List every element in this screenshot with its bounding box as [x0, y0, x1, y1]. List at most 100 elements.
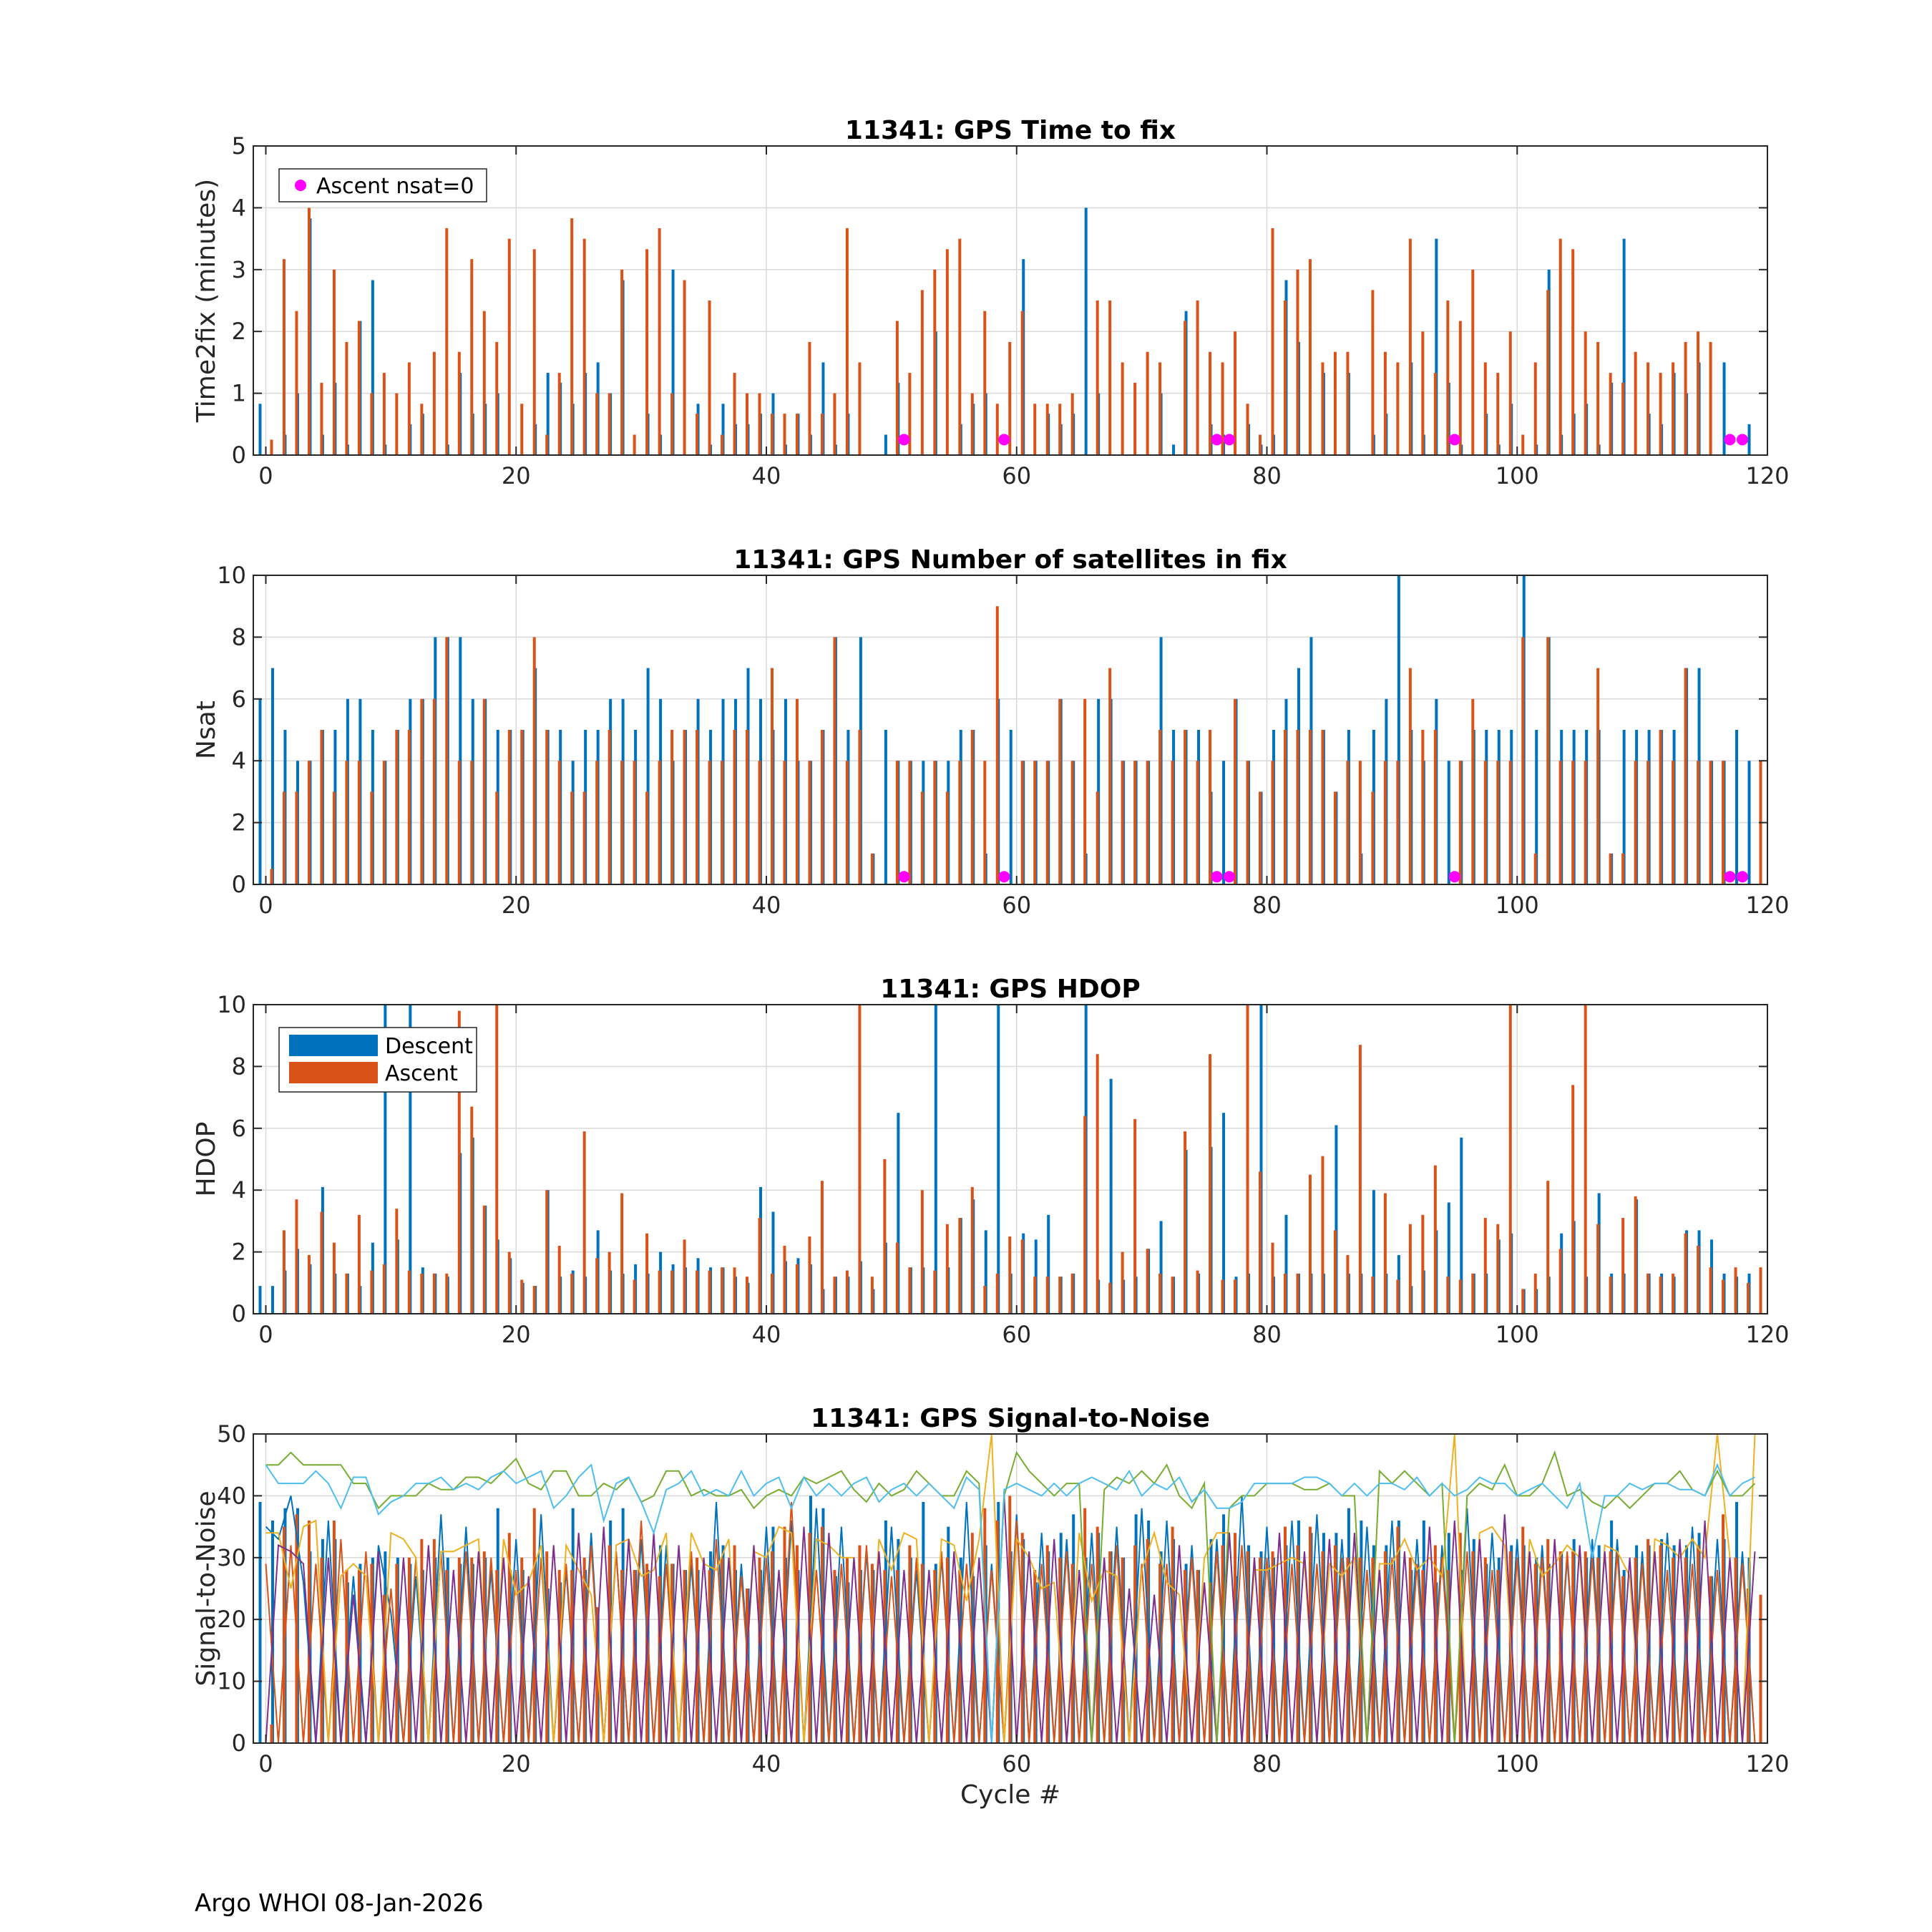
legend-label: Ascent	[385, 1061, 458, 1086]
bar-ascent	[758, 761, 761, 884]
x-tick-label: 60	[1002, 1321, 1031, 1348]
bar-ascent	[620, 1193, 624, 1314]
bar-ascent	[1747, 1282, 1750, 1314]
bar-ascent	[808, 761, 811, 884]
bar-ascent	[495, 341, 499, 455]
bar-ascent	[1371, 290, 1375, 455]
bar-ascent	[332, 791, 336, 884]
bar-ascent	[1196, 1270, 1199, 1314]
bar-ascent	[1020, 761, 1024, 884]
bar-descent	[1034, 1239, 1038, 1314]
bar-ascent	[1571, 761, 1575, 884]
bar-ascent	[1383, 761, 1387, 884]
bar-ascent	[395, 1209, 399, 1314]
x-tick-label: 60	[1002, 462, 1031, 489]
marker-ascent-nsat0	[1211, 434, 1223, 446]
bar-ascent	[783, 761, 786, 884]
x-tick-label: 100	[1496, 1750, 1539, 1777]
bar-ascent	[420, 404, 424, 455]
bar-descent	[1535, 730, 1538, 884]
bar-ascent	[1546, 1181, 1550, 1314]
axes-box	[253, 1433, 1768, 1744]
bar-ascent	[1321, 1156, 1324, 1314]
bar-ascent	[1383, 351, 1387, 455]
x-tick-label: 0	[258, 462, 273, 489]
legend: Ascent nsat=0	[278, 168, 487, 203]
bar-ascent	[420, 698, 424, 884]
bar-ascent	[908, 373, 912, 455]
bar-ascent	[1446, 1570, 1450, 1743]
bar-ascent	[1020, 1533, 1024, 1743]
bar-ascent	[595, 393, 599, 455]
y-tick-label: 3	[232, 256, 246, 283]
bar-ascent	[983, 311, 987, 455]
bar-ascent	[1209, 351, 1212, 455]
bar-ascent	[696, 414, 699, 455]
bar-ascent	[1033, 1277, 1037, 1314]
bar-ascent	[1634, 1196, 1637, 1314]
bar-ascent	[345, 1570, 348, 1743]
bar-ascent	[1759, 1267, 1762, 1314]
marker-ascent-nsat0	[1724, 871, 1736, 883]
axes-box	[253, 145, 1768, 456]
line-snr4	[265, 1496, 1756, 1744]
bar-descent	[1447, 761, 1450, 884]
bar-ascent	[1508, 761, 1512, 884]
bar-descent	[1622, 730, 1626, 884]
bar-ascent	[1246, 1551, 1249, 1743]
bar-ascent	[833, 637, 836, 884]
bar-ascent	[658, 1270, 661, 1314]
y-tick-label: 5	[232, 132, 246, 160]
bar-ascent	[457, 1010, 461, 1314]
bar-ascent	[1634, 761, 1637, 884]
bar-ascent	[1672, 1273, 1675, 1314]
bar-ascent	[570, 1273, 574, 1314]
bar-ascent	[833, 1277, 836, 1314]
legend-swatch-ascent	[289, 1062, 378, 1083]
bar-ascent	[1346, 1254, 1350, 1314]
line-snr3	[265, 1433, 1756, 1744]
bar-ascent	[721, 1267, 724, 1314]
bar-ascent	[1697, 331, 1700, 455]
bar-ascent	[1020, 311, 1024, 455]
bar-ascent	[1271, 228, 1274, 455]
bar-ascent	[1471, 698, 1475, 884]
bar-ascent	[1184, 730, 1187, 884]
bar-ascent	[1271, 761, 1274, 884]
bar-ascent	[970, 1186, 974, 1314]
bar-ascent	[445, 637, 449, 884]
bar-ascent	[1571, 1085, 1575, 1314]
bar-ascent	[995, 606, 999, 884]
bar-descent	[1222, 761, 1226, 884]
bar-ascent	[445, 1273, 449, 1314]
bar-descent	[1109, 1078, 1113, 1314]
bar-ascent	[1621, 1218, 1625, 1314]
bar-descent	[646, 668, 650, 884]
bar-ascent	[708, 761, 711, 884]
bar-ascent	[1045, 1277, 1049, 1314]
bar-ascent	[746, 1277, 749, 1314]
bar-ascent	[945, 1224, 949, 1314]
bar-ascent	[933, 269, 937, 455]
x-tick-label: 120	[1745, 1321, 1789, 1348]
bar-ascent	[1033, 404, 1037, 455]
bar-ascent	[670, 1270, 674, 1314]
bar-ascent	[407, 1270, 411, 1314]
x-tick-label: 20	[502, 1750, 531, 1777]
bar-ascent	[582, 238, 586, 455]
x-tick-label: 20	[502, 892, 531, 919]
marker-ascent-nsat0	[1737, 871, 1749, 883]
x-tick-label: 40	[752, 1750, 781, 1777]
bar-descent	[258, 1286, 262, 1314]
bar-ascent	[783, 414, 786, 455]
bar-ascent	[1609, 853, 1612, 884]
bar-ascent	[1471, 1273, 1475, 1314]
bar-ascent	[1684, 1233, 1687, 1314]
bar-ascent	[395, 730, 399, 884]
bar-ascent	[357, 1214, 361, 1314]
bar-ascent	[320, 1211, 323, 1314]
bar-ascent	[1246, 761, 1249, 884]
bar-ascent	[345, 761, 348, 884]
bar-ascent	[1283, 730, 1287, 884]
